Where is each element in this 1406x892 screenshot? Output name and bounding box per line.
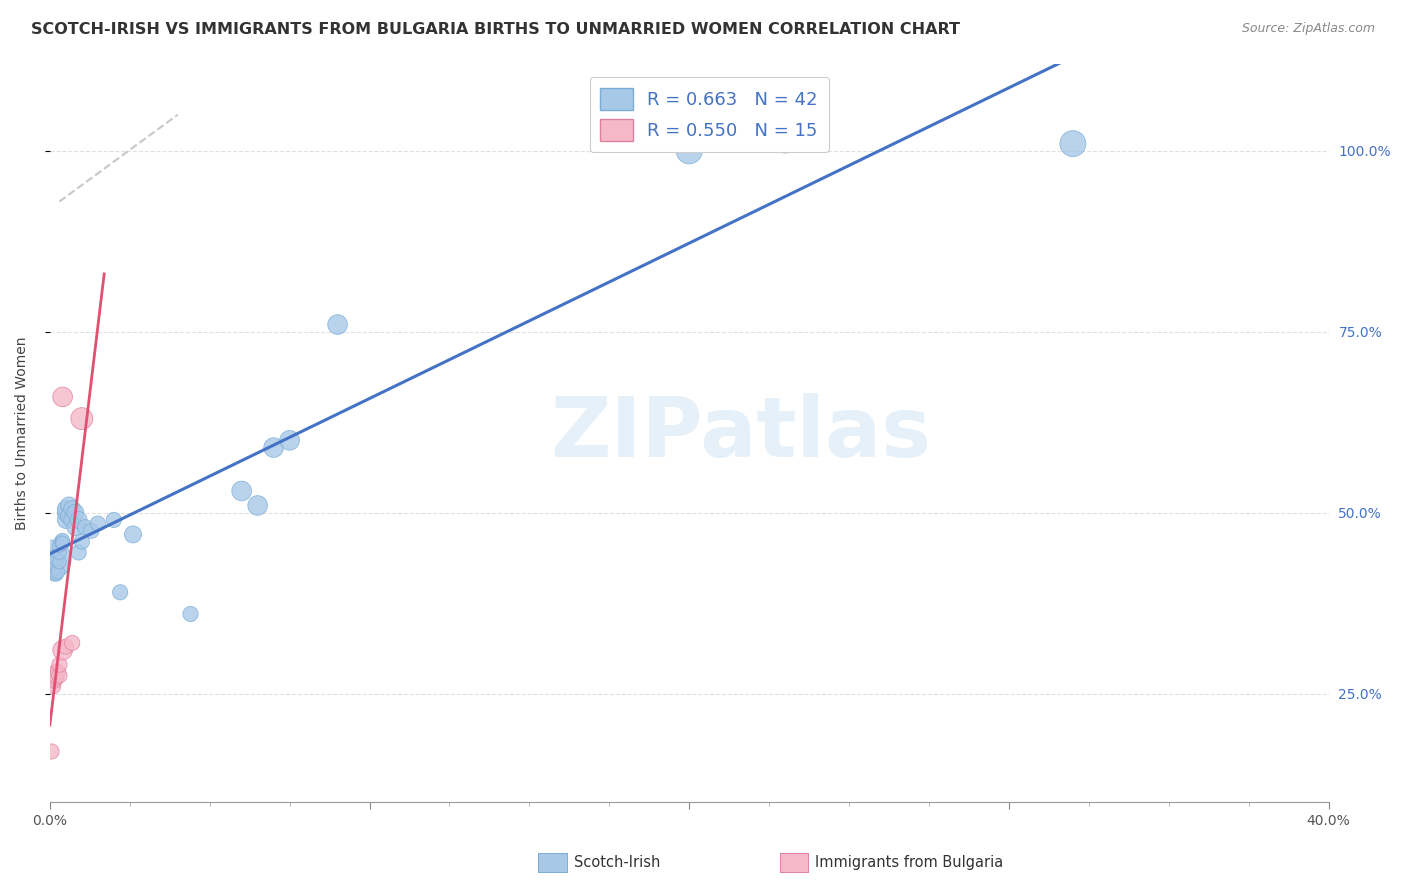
Text: Scotch-Irish: Scotch-Irish xyxy=(574,855,659,870)
Point xyxy=(45,665,67,679)
Point xyxy=(278,434,301,448)
Point xyxy=(1062,136,1084,151)
Legend: R = 0.663   N = 42, R = 0.550   N = 15: R = 0.663 N = 42, R = 0.550 N = 15 xyxy=(589,77,828,152)
Point xyxy=(52,536,75,550)
Point xyxy=(87,516,110,531)
Point xyxy=(231,483,253,498)
Point xyxy=(80,524,103,538)
Point xyxy=(70,411,93,425)
Point xyxy=(55,502,77,516)
Point xyxy=(55,640,77,654)
Point xyxy=(103,513,125,527)
Point xyxy=(44,557,66,571)
Point xyxy=(60,502,83,516)
Point xyxy=(58,499,80,513)
Point xyxy=(108,585,131,599)
Point xyxy=(52,533,75,548)
Text: ZIPatlas: ZIPatlas xyxy=(550,392,931,474)
Point xyxy=(46,665,69,679)
Point xyxy=(48,538,70,552)
Point xyxy=(67,513,90,527)
Point xyxy=(48,545,70,559)
Point xyxy=(48,657,70,672)
Point xyxy=(179,607,201,621)
Point xyxy=(55,506,77,520)
Point xyxy=(773,133,796,147)
Text: SCOTCH-IRISH VS IMMIGRANTS FROM BULGARIA BIRTHS TO UNMARRIED WOMEN CORRELATION C: SCOTCH-IRISH VS IMMIGRANTS FROM BULGARIA… xyxy=(31,22,960,37)
Point xyxy=(246,499,269,513)
Point xyxy=(45,567,67,582)
Point xyxy=(49,534,72,549)
Point xyxy=(67,545,90,559)
Point xyxy=(60,636,83,650)
Point xyxy=(41,744,63,758)
Point xyxy=(60,513,83,527)
Point xyxy=(48,555,70,569)
Point xyxy=(678,144,700,158)
Point xyxy=(42,564,65,578)
Point xyxy=(45,668,67,682)
Point xyxy=(70,534,93,549)
Point xyxy=(263,441,285,455)
Text: Immigrants from Bulgaria: Immigrants from Bulgaria xyxy=(815,855,1004,870)
Point xyxy=(44,567,66,582)
Point xyxy=(45,560,67,574)
Point xyxy=(45,671,67,685)
Point xyxy=(52,390,75,404)
Point xyxy=(42,672,65,686)
Point xyxy=(65,506,87,520)
Point xyxy=(122,527,145,541)
Point xyxy=(73,520,96,534)
Point xyxy=(58,509,80,524)
Text: Source: ZipAtlas.com: Source: ZipAtlas.com xyxy=(1241,22,1375,36)
Point xyxy=(41,552,63,566)
Point xyxy=(42,679,65,693)
Point xyxy=(46,565,69,579)
Point xyxy=(42,552,65,566)
Point xyxy=(45,552,67,566)
Point xyxy=(44,673,66,688)
Point xyxy=(326,318,349,332)
Point xyxy=(65,520,87,534)
Y-axis label: Births to Unmarried Women: Births to Unmarried Women xyxy=(15,336,30,530)
Point xyxy=(52,643,75,657)
Point xyxy=(48,668,70,682)
Point xyxy=(55,513,77,527)
